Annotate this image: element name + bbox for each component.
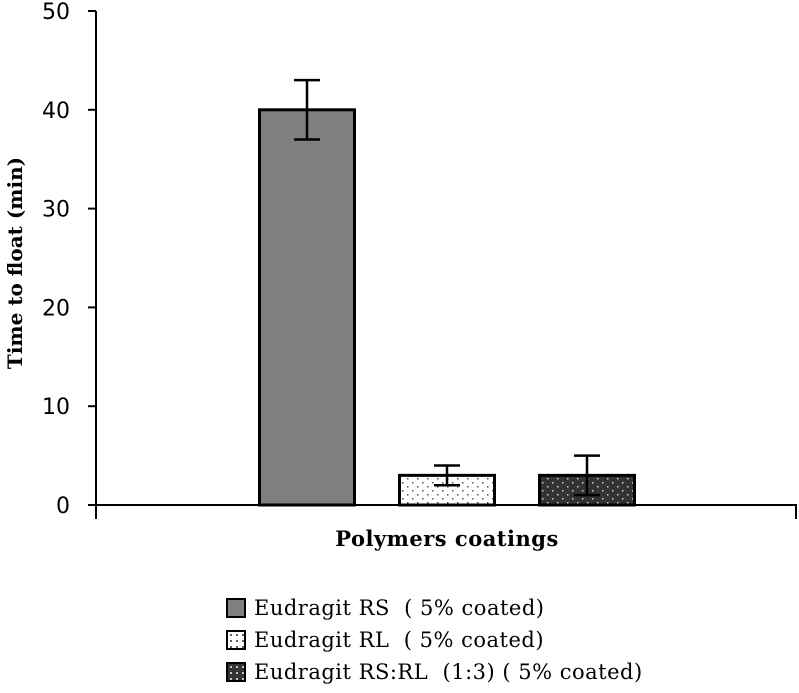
bar-chart: 0 10 20 30 40 50 Time to float (min) Polymers… [3,0,797,551]
y-tick-label: 50 [42,0,70,25]
legend-swatch-rl [226,630,246,650]
legend-item: Eudragit RS ( 5% coated) [226,592,643,624]
y-axis: 0 10 20 30 40 50 [42,0,97,519]
y-axis-label: Time to float (min) [3,157,27,369]
legend: Eudragit RS ( 5% coated) Eudragit RL ( 5… [226,592,643,688]
legend-item: Eudragit RL ( 5% coated) [226,624,643,656]
bar [258,108,356,507]
legend-label: Eudragit RS:RL (1:3) ( 5% coated) [254,660,643,684]
legend-item: Eudragit RS:RL (1:3) ( 5% coated) [226,656,643,688]
legend-swatch-rsrl [226,662,246,682]
x-axis-label: Polymers coatings [335,526,559,551]
legend-label: Eudragit RS ( 5% coated) [254,596,545,620]
y-tick-label: 30 [42,198,70,223]
legend-swatch-rs [226,598,246,618]
y-tick-label: 10 [42,395,70,420]
y-tick-label: 40 [42,99,70,124]
legend-label: Eudragit RL ( 5% coated) [254,628,545,652]
y-tick-label: 20 [42,296,70,321]
bars-group [258,78,636,507]
bar [398,473,496,507]
y-tick-label: 0 [56,494,70,519]
x-axis [95,504,797,519]
